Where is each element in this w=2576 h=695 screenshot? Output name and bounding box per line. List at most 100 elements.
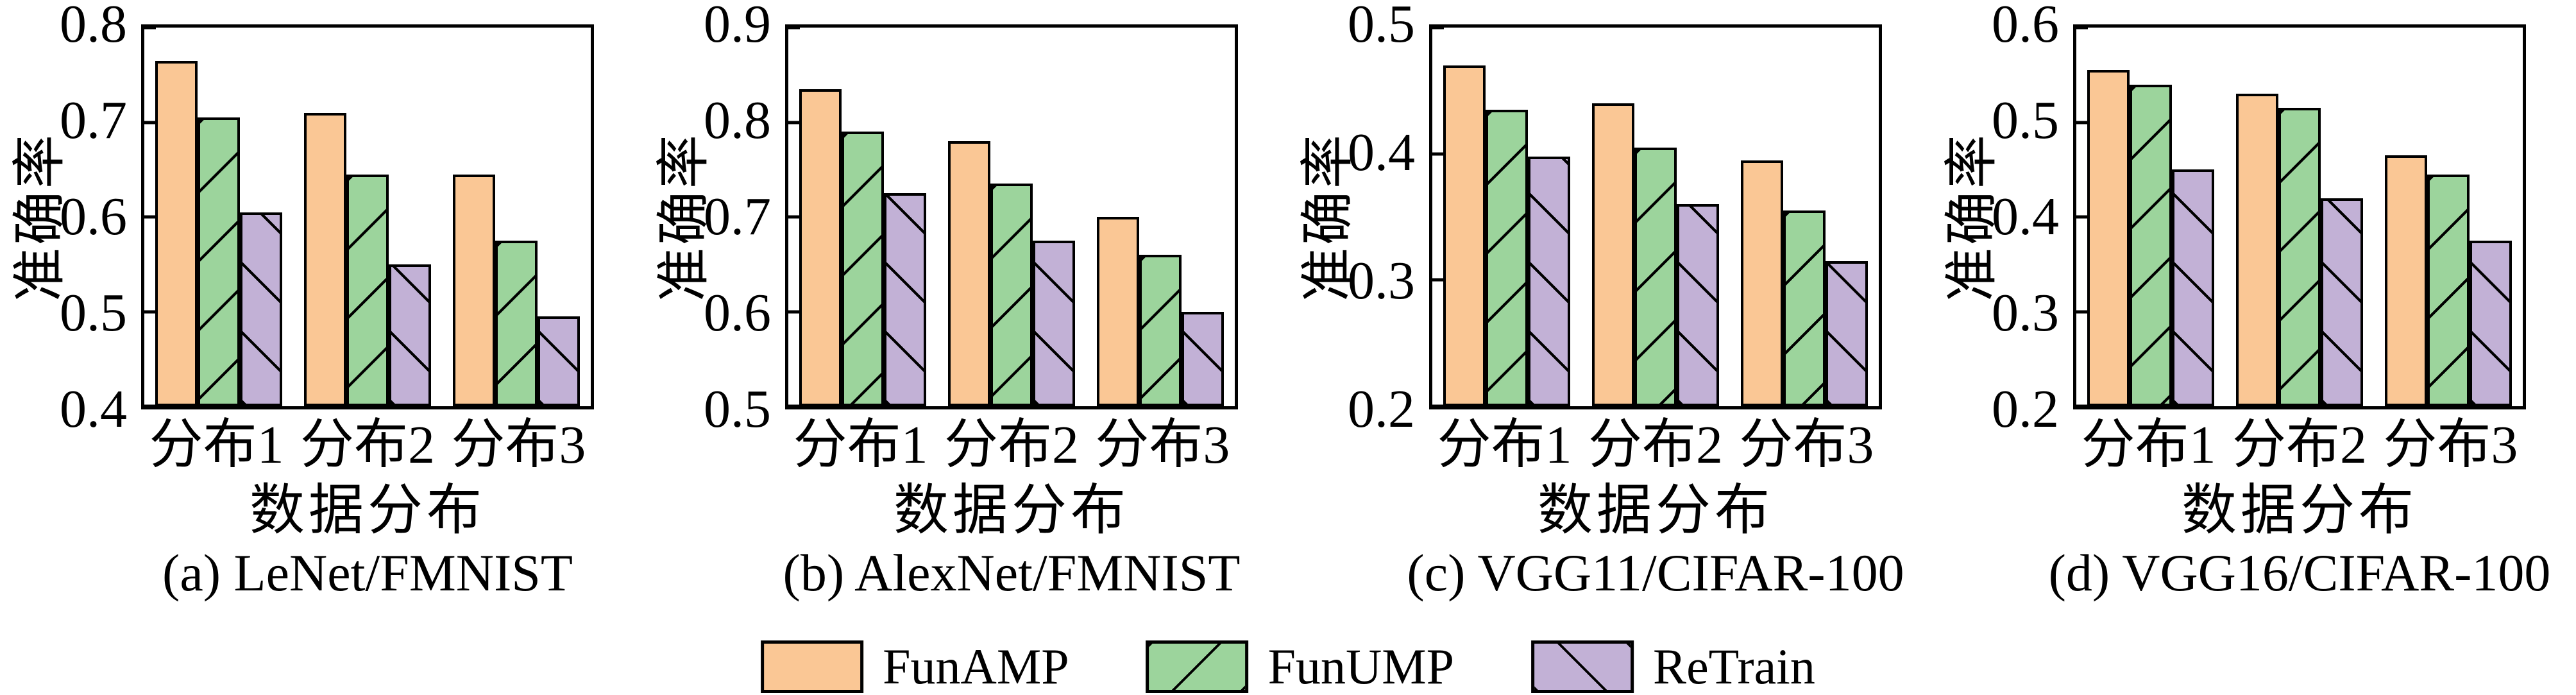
y-tick-labels: 0.2 0.3 0.4 0.5	[1288, 0, 1415, 436]
x-axis-label: 数据分布	[2182, 479, 2418, 541]
plot-area	[1429, 24, 1882, 409]
y-tick-label: 0.7	[60, 90, 127, 150]
bar-retrain-group1	[240, 212, 283, 406]
y-tick-label: 0.2	[1992, 379, 2059, 439]
bar-funamp-group3	[2384, 155, 2427, 406]
subplots-row: 准确率 0.4 0.5 0.6 0.7 0.8 分布1 分布2 分布3 数据分布 (a) L…	[11, 0, 2576, 616]
bar-funamp-group1	[1443, 65, 1486, 406]
legend-swatch-retrain	[1531, 640, 1634, 693]
y-tick-mark	[2076, 404, 2088, 408]
y-tick-mark	[788, 215, 800, 219]
y-tick-marks	[2076, 26, 2523, 408]
plot-area	[2073, 24, 2526, 409]
y-tick-label: 0.3	[1348, 251, 1415, 311]
bar-funump-group3	[1783, 210, 1826, 406]
x-axis-label: 数据分布	[250, 479, 486, 541]
bar-funump-group1	[841, 132, 885, 406]
subplot-caption: (d) VGG16/CIFAR-100	[2048, 544, 2551, 602]
subplot-c-vgg11-cifar100: 准确率 0.2 0.3 0.4 0.5 分布1 分布2 分布3 数据分布 (c) VGG1…	[1288, 0, 1932, 616]
bar-retrain-group2	[2321, 198, 2364, 406]
bar-funamp-group2	[2235, 94, 2278, 406]
x-tick-labels: 分布1 分布2 分布3	[785, 418, 1238, 479]
bar-retrain-group2	[1033, 240, 1076, 406]
bar-funamp-group2	[1591, 103, 1634, 406]
bar-funamp-group1	[2087, 70, 2130, 406]
x-tick-label: 分布3	[1739, 415, 1874, 475]
y-tick-label: 0.5	[60, 283, 127, 343]
y-tick-mark	[1432, 404, 1444, 408]
x-tick-label: 分布2	[1588, 415, 1724, 475]
y-tick-mark	[788, 310, 800, 313]
bar-retrain-group3	[1826, 261, 1868, 406]
x-tick-label: 分布1	[2081, 415, 2216, 475]
y-tick-mark	[1432, 278, 1444, 282]
x-tick-label: 分布2	[2232, 415, 2368, 475]
y-tick-mark	[144, 26, 156, 30]
y-tick-mark	[1432, 26, 1444, 30]
y-tick-label: 0.8	[60, 0, 127, 54]
legend-label: FunUMP	[1267, 639, 1455, 694]
y-tick-labels: 0.2 0.3 0.4 0.5 0.6	[1932, 0, 2059, 436]
y-tick-label: 0.4	[1348, 123, 1415, 182]
x-tick-label: 分布3	[2383, 415, 2518, 475]
legend-label: FunAMP	[883, 639, 1069, 694]
x-tick-label: 分布1	[149, 415, 284, 475]
bar-retrain-group1	[2172, 169, 2215, 406]
bar-funump-group3	[2427, 174, 2470, 406]
bar-retrain-group3	[538, 316, 580, 406]
y-tick-mark	[144, 121, 156, 124]
y-tick-label: 0.5	[704, 379, 771, 439]
x-tick-labels: 分布1 分布2 分布3	[141, 418, 594, 479]
y-tick-mark	[144, 404, 156, 408]
legend-swatch-funamp	[761, 640, 864, 693]
y-tick-mark	[788, 26, 800, 30]
bar-funump-group1	[1485, 109, 1529, 406]
subplot-caption: (c) VGG11/CIFAR-100	[1407, 544, 1904, 602]
y-tick-label: 0.4	[1992, 187, 2059, 246]
bar-funump-group2	[346, 174, 389, 406]
bar-retrain-group1	[884, 193, 927, 406]
bar-funamp-group3	[452, 174, 495, 406]
x-tick-label: 分布3	[451, 415, 586, 475]
x-tick-labels: 分布1 分布2 分布3	[1429, 418, 1882, 479]
bar-retrain-group1	[1528, 156, 1571, 406]
bar-funamp-group2	[303, 112, 346, 406]
y-tick-mark	[788, 121, 800, 124]
bar-funamp-group1	[799, 89, 842, 406]
y-tick-mark	[2076, 121, 2088, 124]
bar-funump-group1	[2129, 84, 2173, 406]
y-tick-marks	[1432, 26, 1879, 408]
x-tick-label: 分布1	[1437, 415, 1572, 475]
y-tick-label: 0.3	[1992, 283, 2059, 343]
legend-item-retrain: ReTrain	[1531, 640, 1815, 693]
bar-funump-group1	[197, 117, 241, 406]
y-tick-label: 0.2	[1348, 379, 1415, 439]
bar-funump-group2	[990, 184, 1033, 406]
legend: FunAMP FunUMP ReTrain	[761, 640, 1815, 693]
subplot-d-vgg16-cifar100: 准确率 0.2 0.3 0.4 0.5 0.6 分布1 分布2 分布3 数据分布 (d) V…	[1932, 0, 2576, 616]
x-axis-label: 数据分布	[894, 479, 1130, 541]
bar-funump-group2	[1634, 147, 1677, 406]
y-tick-label: 0.6	[1992, 0, 2059, 54]
x-tick-label: 分布1	[793, 415, 928, 475]
x-tick-label: 分布3	[1095, 415, 1230, 475]
subplot-caption: (a) LeNet/FMNIST	[162, 544, 573, 602]
bar-funump-group2	[2278, 108, 2321, 406]
bar-funamp-group2	[947, 141, 990, 406]
legend-swatch-funump	[1146, 640, 1249, 693]
y-tick-mark	[144, 310, 156, 313]
bar-funamp-group1	[155, 60, 198, 406]
y-tick-mark	[2076, 26, 2088, 30]
y-tick-labels: 0.5 0.6 0.7 0.8 0.9	[644, 0, 771, 436]
bar-funamp-group3	[1740, 160, 1783, 406]
bar-funump-group3	[495, 240, 538, 406]
bar-retrain-group2	[1677, 204, 1720, 406]
x-tick-labels: 分布1 分布2 分布3	[2073, 418, 2526, 479]
subplot-b-alexnet-fmnist: 准确率 0.5 0.6 0.7 0.8 0.9 分布1 分布2 分布3 数据分布 (b) A…	[644, 0, 1288, 616]
bar-retrain-group2	[389, 264, 432, 406]
y-tick-label: 0.4	[60, 379, 127, 439]
bar-retrain-group3	[2470, 240, 2512, 406]
bar-funump-group3	[1139, 255, 1182, 406]
y-tick-mark	[1432, 152, 1444, 156]
